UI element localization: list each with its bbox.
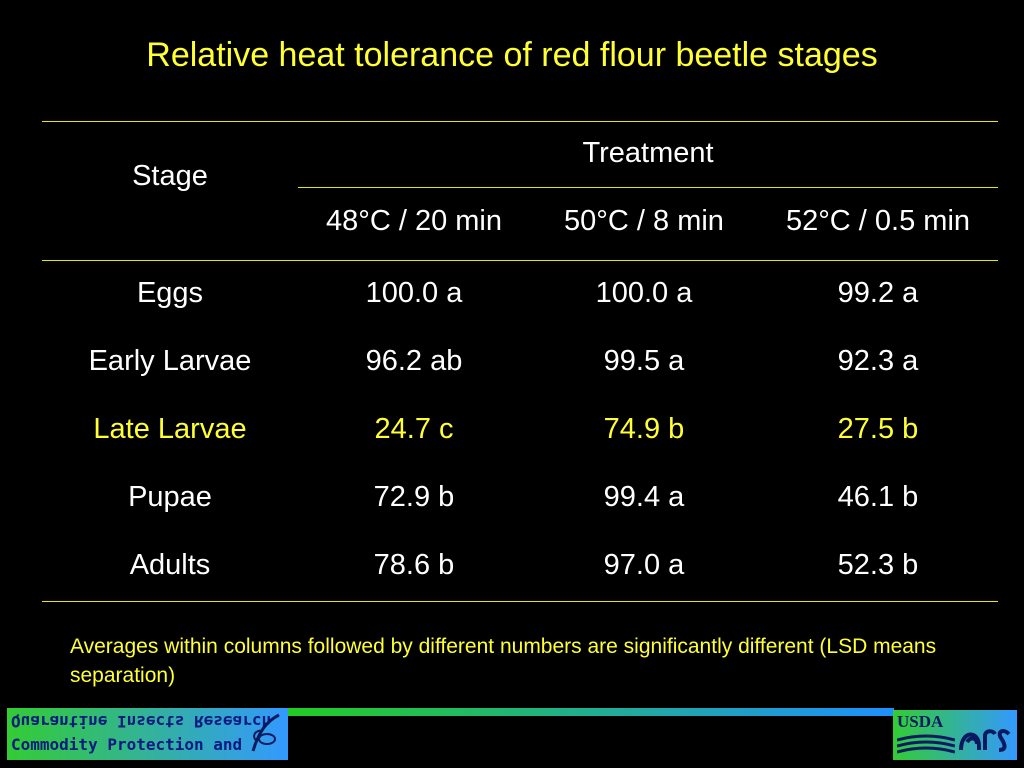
usda-field-icon [897,734,955,754]
usda-ars-logo: USDA [893,710,1017,760]
value-cell-highlighted: 24.7 c [374,413,454,445]
treatment-header: Treatment [582,137,714,169]
value-cell: 52.3 b [837,549,919,581]
stage-cell: Adults [129,549,211,581]
stage-cell: Eggs [136,277,204,309]
stage-header: Stage [132,160,208,192]
commodity-protection-logo: Quarantine Insects Research Commodity Pr… [7,708,288,760]
column-header: 50°C / 8 min [564,205,724,237]
value-cell-highlighted: 27.5 b [837,413,919,445]
value-cell: 99.5 a [603,345,685,377]
footer-gradient-bar [288,708,894,716]
value-cell: 99.4 a [603,481,685,513]
value-cell: 96.2 ab [365,345,463,377]
value-cell: 78.6 b [373,549,455,581]
footnote: Averages within columns followed by diff… [70,635,937,687]
slide-title: Relative heat tolerance of red flour bee… [146,36,878,74]
value-cell: 100.0 a [595,277,693,309]
table-bottom-rule [42,601,998,602]
value-cell: 97.0 a [603,549,685,581]
usda-logo-text: USDA [897,712,944,731]
treatment-underline [298,187,998,188]
table-top-rule [42,121,998,122]
logo-line-2: Commodity Protection and [11,735,243,754]
value-cell: 92.3 a [837,345,919,377]
ars-emblem-icon [959,729,1011,752]
stage-cell: Pupae [128,481,212,513]
column-header: 52°C / 0.5 min [785,205,971,237]
value-cell: 46.1 b [837,481,919,513]
insect-emblem-icon [251,713,280,752]
value-cell: 99.2 a [837,277,919,309]
column-header: 48°C / 20 min [325,205,502,237]
value-cell-highlighted: 74.9 b [603,413,685,445]
logo-line-1: Quarantine Insects Research [11,712,272,731]
stage-cell: Early Larvae [88,345,252,377]
stage-cell-highlighted: Late Larvae [93,413,247,445]
value-cell: 100.0 a [365,277,463,309]
value-cell: 72.9 b [373,481,455,513]
header-bottom-rule [42,260,998,261]
